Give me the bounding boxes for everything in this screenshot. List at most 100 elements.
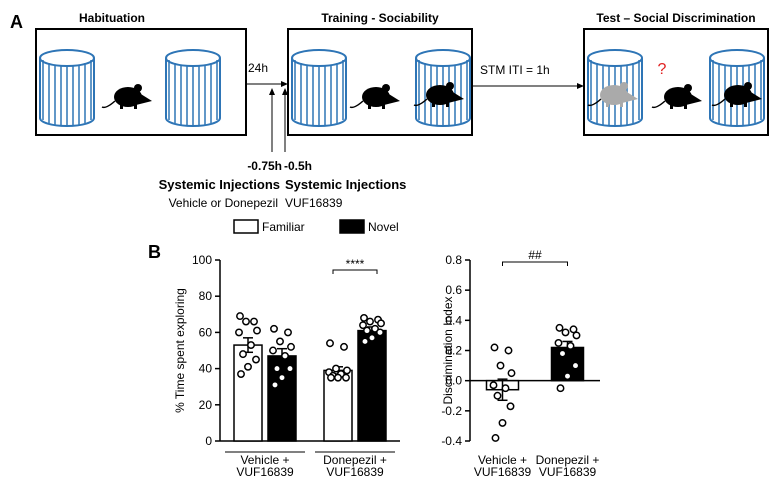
mouse <box>651 83 703 110</box>
data-point <box>253 326 261 335</box>
data-point <box>554 339 563 347</box>
data-point <box>284 328 292 337</box>
arrowhead <box>282 88 288 95</box>
data-point <box>287 342 295 351</box>
y-tick-label: 0.8 <box>445 253 462 267</box>
significance-label: **** <box>346 257 365 271</box>
data-point <box>376 328 384 337</box>
data-point <box>366 317 374 326</box>
data-point <box>491 434 500 442</box>
data-point <box>247 341 255 350</box>
interval-label: 24h <box>248 61 268 75</box>
y-tick-label: 40 <box>199 362 213 376</box>
x-tick-label: Donepezil + <box>536 453 600 467</box>
mouse <box>349 83 401 110</box>
y-tick-label: -0.4 <box>441 434 462 448</box>
data-point <box>558 349 567 358</box>
y-tick-label: 20 <box>199 398 213 412</box>
stage-title: Test – Social Discrimination <box>596 11 755 25</box>
data-point <box>278 373 286 382</box>
x-tick-label: Vehicle + <box>240 453 289 467</box>
data-point <box>281 351 289 360</box>
stage-title: Habituation <box>79 11 145 25</box>
interval-label: STM ITI = 1h <box>480 63 550 77</box>
data-point <box>496 361 505 370</box>
data-point <box>332 364 340 373</box>
injection-title: Systemic Injections <box>159 177 280 192</box>
legend-swatch <box>233 219 259 234</box>
y-tick-label: 60 <box>199 325 213 339</box>
data-point <box>271 380 279 389</box>
x-tick-label: VUF16839 <box>236 465 294 479</box>
data-point <box>343 366 351 375</box>
data-point <box>501 384 510 393</box>
significance-label: ## <box>528 248 542 262</box>
data-point <box>239 350 247 359</box>
panel-label: A <box>10 12 23 32</box>
stage-box <box>583 28 769 136</box>
mouse <box>101 83 153 110</box>
data-point <box>270 324 278 333</box>
data-point <box>377 319 385 328</box>
data-point <box>572 331 581 340</box>
stage-title: Training - Sociability <box>321 11 439 25</box>
data-point <box>361 337 369 346</box>
data-point <box>250 317 258 326</box>
legend-label: Novel <box>368 220 399 234</box>
significance-bracket <box>502 261 568 266</box>
data-point <box>236 312 244 321</box>
injection-title: Systemic Injections <box>285 177 406 192</box>
arrowhead <box>281 81 288 87</box>
data-point <box>563 372 572 381</box>
data-point <box>244 362 252 371</box>
data-point <box>327 373 335 382</box>
significance-bracket <box>332 269 378 274</box>
data-point <box>363 326 371 335</box>
data-point <box>555 323 564 332</box>
stage-box <box>287 28 473 136</box>
injection-time: -0.75h <box>247 159 282 173</box>
data-point <box>276 337 284 346</box>
injection-time: -0.5h <box>284 159 312 173</box>
data-point <box>235 328 243 337</box>
y-axis-label: Discrimination Index <box>441 296 455 404</box>
data-point <box>368 333 376 342</box>
x-tick-label: Vehicle + <box>478 453 527 467</box>
stage-box <box>35 28 247 136</box>
data-point <box>326 339 334 348</box>
y-tick-label: 0.6 <box>445 283 462 297</box>
data-point <box>556 384 565 393</box>
panel-label: B <box>148 242 161 262</box>
cage <box>39 49 95 127</box>
data-point <box>340 342 348 351</box>
data-point <box>507 369 516 378</box>
data-point <box>569 325 578 334</box>
data-point <box>498 418 507 427</box>
injection-drug: VUF16839 <box>285 196 343 210</box>
data-point <box>286 364 294 373</box>
data-point <box>360 313 368 322</box>
legend-label: Familiar <box>262 220 305 234</box>
data-point <box>252 355 260 364</box>
y-axis-label: % Time spent exploring <box>173 288 187 413</box>
injection-drug: Vehicle or Donepezil <box>169 196 278 210</box>
data-point <box>237 370 245 378</box>
arrowhead <box>269 88 275 95</box>
data-point <box>359 321 367 330</box>
x-tick-label: VUF16839 <box>474 465 532 479</box>
x-tick-label: Donepezil + <box>323 453 387 467</box>
y-tick-label: 0.4 <box>445 313 462 327</box>
y-tick-label: -0.2 <box>441 404 462 418</box>
data-point <box>371 324 379 333</box>
data-point <box>571 361 580 370</box>
data-point <box>489 381 498 390</box>
x-tick-label: VUF16839 <box>326 465 384 479</box>
data-point <box>566 342 575 350</box>
y-tick-label: 100 <box>192 253 212 267</box>
y-tick-label: 80 <box>199 289 213 303</box>
data-point <box>493 391 502 400</box>
cage <box>165 49 221 127</box>
mouse <box>413 81 465 108</box>
bar <box>323 369 353 442</box>
